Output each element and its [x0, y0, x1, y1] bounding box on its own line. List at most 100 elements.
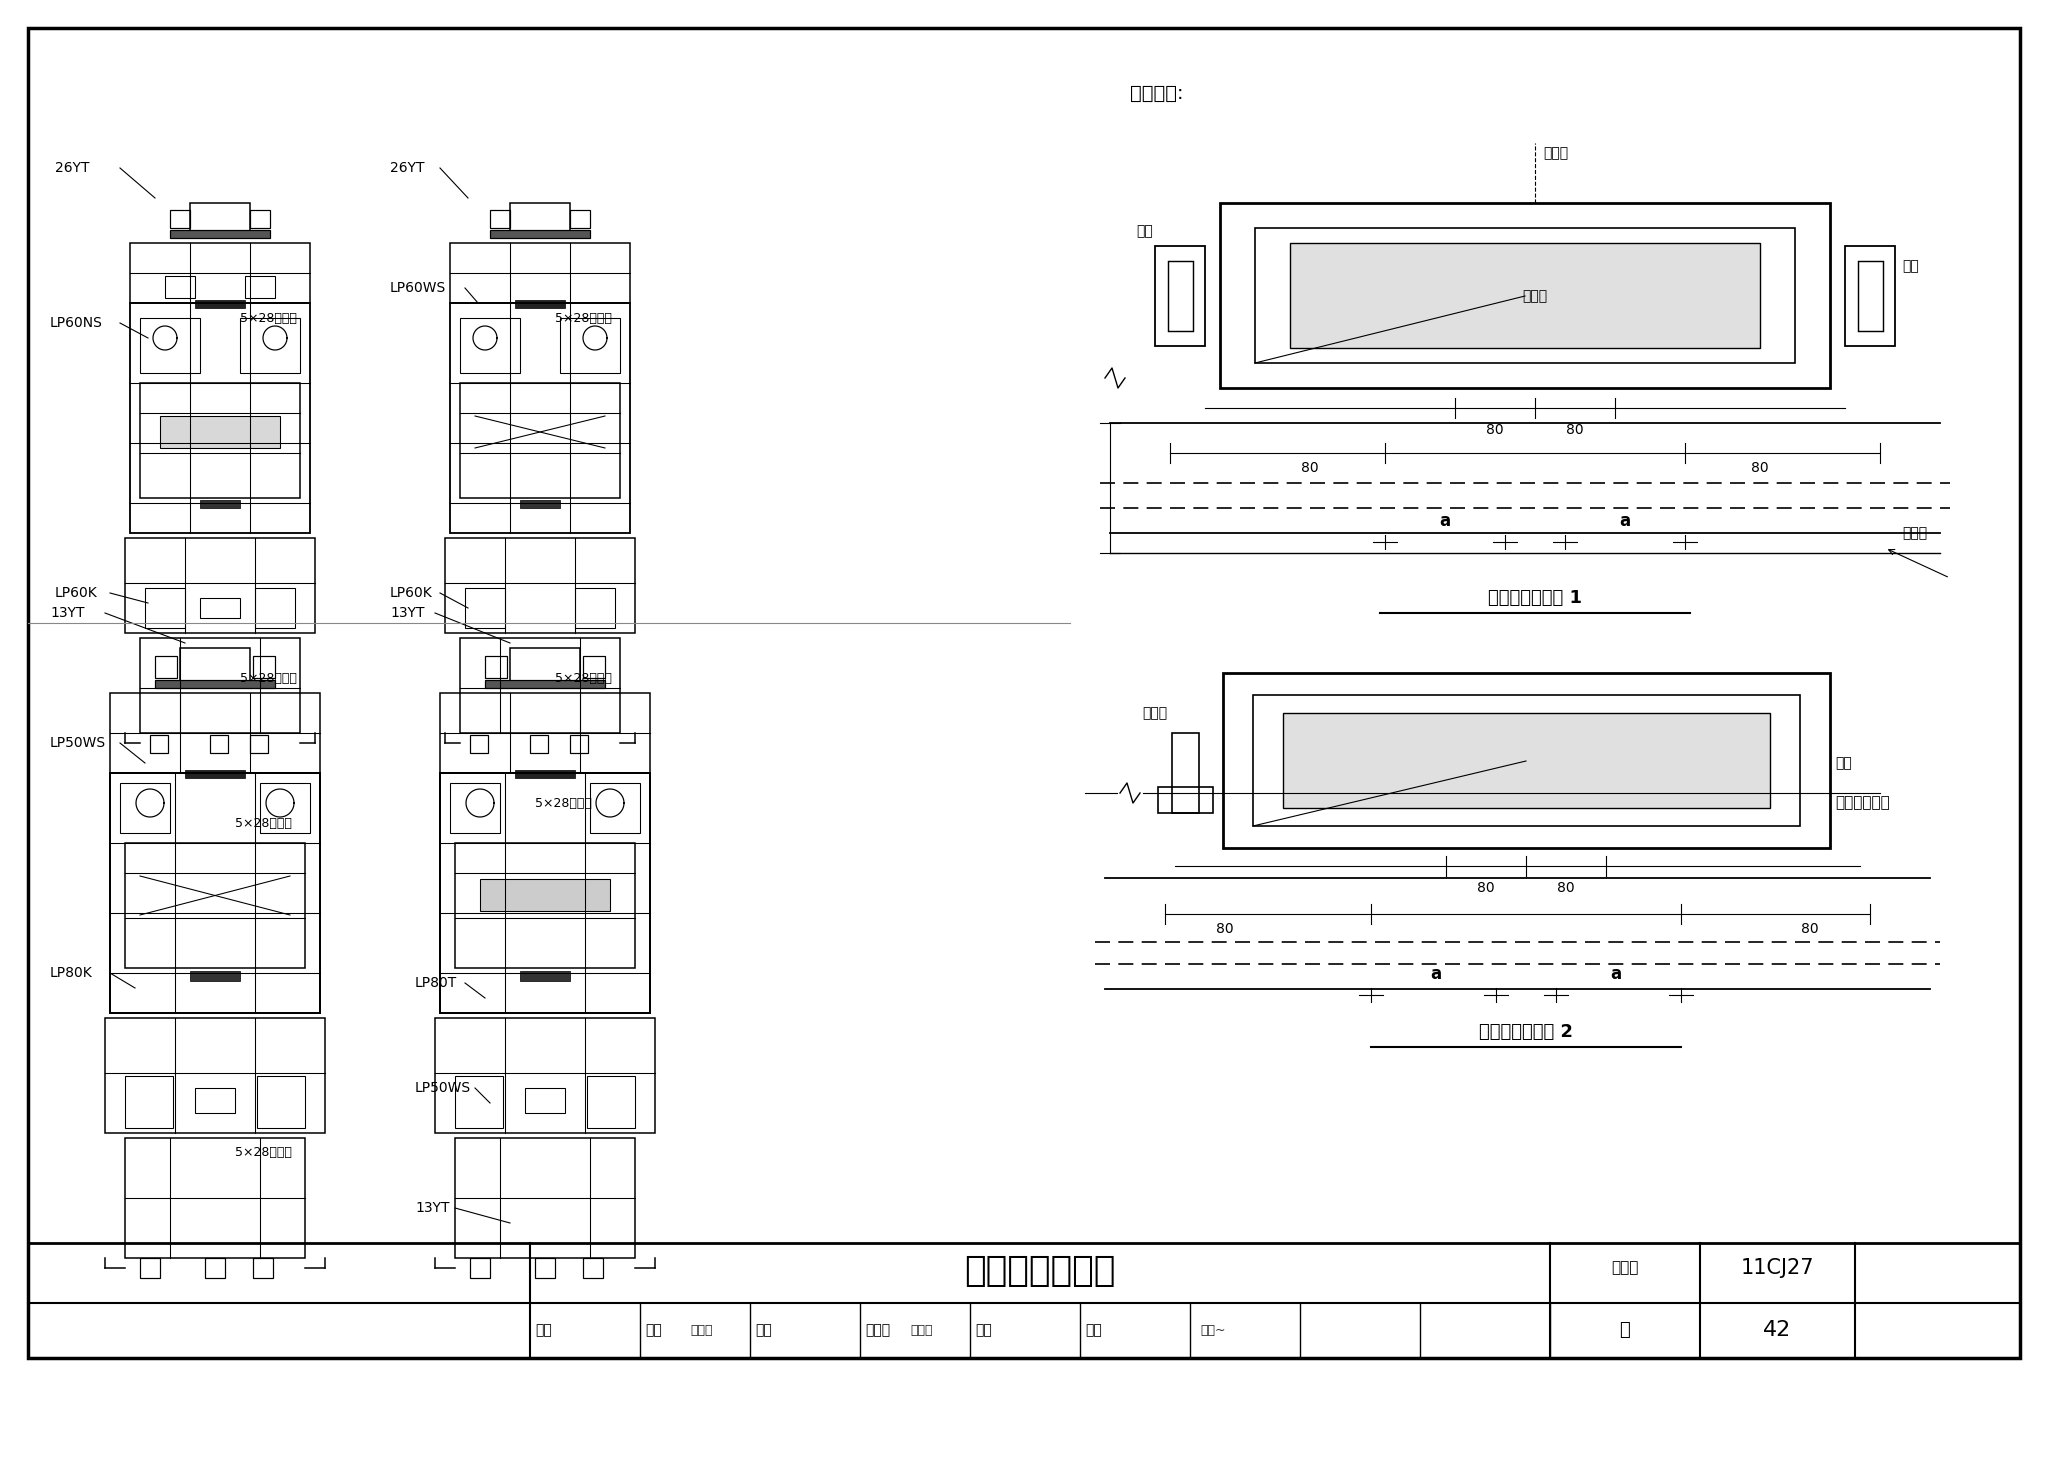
Text: LP80K: LP80K [49, 966, 92, 980]
Text: 80: 80 [1751, 461, 1769, 475]
Bar [104, 1018, 326, 1132]
Text: a: a [1430, 966, 1442, 983]
Bar [111, 772, 319, 1012]
Bar [510, 203, 569, 233]
Text: 葛明生: 葛明生 [909, 1324, 932, 1337]
Text: 5×28排水孔: 5×28排水孔 [236, 816, 293, 830]
Bar [145, 588, 184, 628]
Bar [535, 1258, 555, 1279]
Bar [485, 680, 604, 688]
Text: LP60K: LP60K [55, 587, 98, 600]
Text: 5×28排水孔: 5×28排水孔 [236, 1147, 293, 1160]
Text: 80: 80 [1556, 881, 1575, 895]
Bar [479, 879, 610, 911]
Bar [166, 277, 195, 298]
Text: 郭景: 郭景 [645, 1323, 662, 1337]
Bar [129, 303, 309, 533]
Bar [254, 1258, 272, 1279]
Text: 80: 80 [1800, 922, 1819, 936]
Text: 42: 42 [1763, 1320, 1792, 1340]
Text: LP60K: LP60K [389, 587, 432, 600]
Text: 乙仁云: 乙仁云 [690, 1324, 713, 1337]
Bar [260, 783, 309, 832]
Text: 80: 80 [1487, 423, 1503, 437]
Text: a: a [1610, 966, 1622, 983]
Bar [170, 211, 190, 228]
Bar [514, 300, 565, 309]
Bar [190, 971, 240, 982]
Text: 框中心: 框中心 [1542, 146, 1569, 159]
Text: 窗框: 窗框 [1137, 224, 1153, 238]
Bar [156, 680, 274, 688]
Text: 13YT: 13YT [416, 1201, 449, 1214]
Bar [469, 1258, 489, 1279]
Text: 图集号: 图集号 [1612, 1261, 1638, 1276]
Bar [139, 317, 201, 373]
Text: 11CJ27: 11CJ27 [1741, 1258, 1815, 1279]
Bar [1255, 228, 1794, 363]
Bar [160, 415, 281, 448]
Text: 5×28排水孔: 5×28排水孔 [535, 796, 592, 809]
Bar [125, 1075, 172, 1128]
Bar [1223, 673, 1831, 849]
Text: 13YT: 13YT [389, 606, 424, 620]
Bar [569, 211, 590, 228]
Text: 薛明生: 薛明生 [864, 1323, 891, 1337]
Bar [1845, 246, 1894, 347]
Bar [211, 734, 227, 753]
Bar [455, 843, 635, 969]
Bar [575, 588, 614, 628]
Text: 5×28排水孔: 5×28排水孔 [555, 312, 612, 325]
Text: LP50WS: LP50WS [49, 736, 106, 751]
Text: 排水槽孔加工图 1: 排水槽孔加工图 1 [1489, 590, 1581, 607]
Text: 5×28排水孔: 5×28排水孔 [240, 672, 297, 685]
Bar [129, 243, 309, 303]
Bar [440, 772, 649, 1012]
Bar [240, 317, 299, 373]
Text: 窗框: 窗框 [1903, 259, 1919, 274]
Bar [170, 230, 270, 238]
Bar [1157, 787, 1212, 813]
Bar [520, 500, 559, 508]
Text: 框中心: 框中心 [1143, 707, 1167, 720]
Bar [1858, 260, 1882, 331]
Bar [588, 1075, 635, 1128]
Text: 5×28排水孔: 5×28排水孔 [555, 672, 612, 685]
Text: 审核: 审核 [535, 1323, 551, 1337]
Bar [201, 598, 240, 617]
Text: 加工简图:: 加工简图: [1130, 83, 1184, 102]
Bar [1253, 695, 1800, 827]
Text: 排水槽孔加工图 2: 排水槽孔加工图 2 [1479, 1023, 1573, 1042]
Bar [469, 734, 487, 753]
Text: a: a [1620, 512, 1630, 530]
Bar [190, 203, 250, 233]
Bar [256, 1075, 305, 1128]
Text: LP60WS: LP60WS [389, 281, 446, 296]
Bar [201, 500, 240, 508]
Bar [111, 693, 319, 772]
Bar [590, 783, 641, 832]
Text: 80: 80 [1477, 881, 1495, 895]
Text: LP50WS: LP50WS [416, 1081, 471, 1094]
Bar [195, 300, 246, 309]
Bar [250, 734, 268, 753]
Bar [1155, 246, 1204, 347]
Bar [180, 648, 250, 683]
Bar [451, 243, 631, 303]
Bar [1171, 733, 1198, 813]
Text: 窗框: 窗框 [1835, 756, 1851, 770]
Text: 13YT: 13YT [49, 606, 84, 620]
Text: 框中心: 框中心 [1903, 527, 1927, 540]
Bar [250, 211, 270, 228]
Text: a: a [1440, 512, 1450, 530]
Bar [139, 1258, 160, 1279]
Bar [510, 648, 580, 683]
Bar [195, 1088, 236, 1113]
Text: 80: 80 [1567, 423, 1583, 437]
Text: 校对: 校对 [756, 1323, 772, 1337]
Bar [440, 693, 649, 772]
Bar [485, 655, 508, 677]
Bar [584, 655, 604, 677]
Bar [461, 383, 621, 497]
Bar [125, 538, 315, 633]
